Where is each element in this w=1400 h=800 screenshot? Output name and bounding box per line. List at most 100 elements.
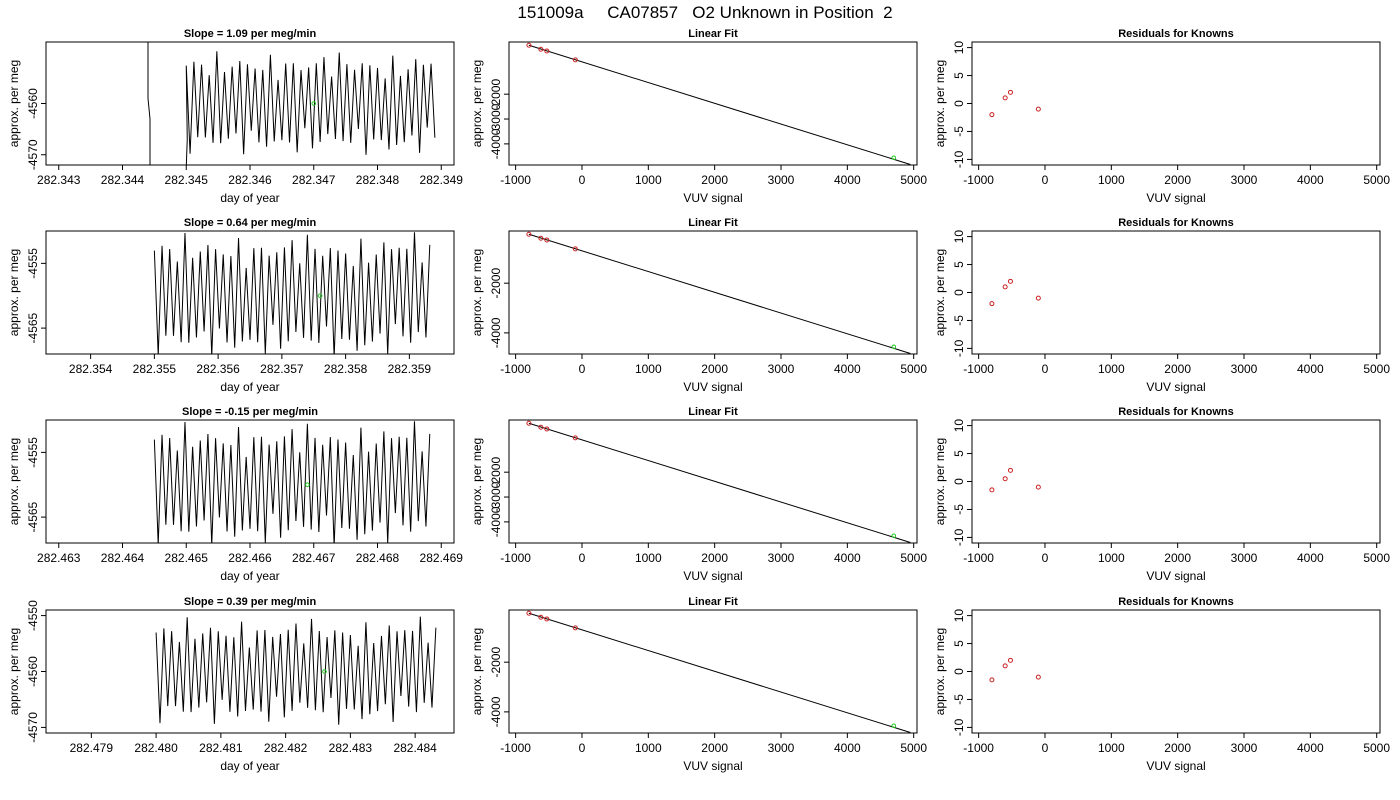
y-axis-label: approx. per meg: [470, 60, 484, 147]
y-tick-label: -10: [952, 718, 966, 736]
x-tick-label: 282.358: [324, 362, 368, 376]
x-tick-label: 1000: [635, 551, 662, 565]
panel-title: Residuals for Knowns: [1118, 406, 1234, 418]
panel-title: Residuals for Knowns: [1118, 596, 1234, 608]
y-tick-label: 0: [952, 478, 966, 485]
x-tick-label: 4000: [834, 551, 861, 565]
residual-point: [1007, 89, 1013, 95]
y-tick-label: -4560: [26, 656, 40, 687]
panel-title: Linear Fit: [688, 28, 738, 40]
unknown-point: [891, 723, 897, 729]
plot-frame: [971, 41, 1381, 166]
y-axis-label: approx. per meg: [933, 249, 947, 336]
chart-panel-12: Residuals for Knowns -1000 0 1000 2000 3000 40…: [933, 596, 1390, 773]
data-series-line: [155, 616, 437, 725]
x-tick-label: 0: [579, 362, 586, 376]
x-tick-label: 2000: [1164, 173, 1191, 187]
x-tick-label: 1000: [1098, 362, 1125, 376]
x-axis-label: day of year: [220, 380, 279, 394]
y-tick-label: 0: [952, 289, 966, 296]
plot-frame: [508, 230, 918, 355]
x-tick-label: -1000: [963, 741, 994, 755]
x-tick-label: 282.344: [101, 173, 145, 187]
plot-area: [153, 421, 431, 543]
known-point: [526, 231, 532, 237]
x-tick-label: 4000: [1297, 173, 1324, 187]
residual-point: [1035, 106, 1041, 112]
x-tick-label: 5000: [1363, 551, 1390, 565]
known-point: [572, 57, 578, 63]
x-tick-label: 282.468: [356, 551, 400, 565]
y-tick-label: -4550: [26, 600, 40, 631]
y-tick-label: -4570: [26, 139, 40, 170]
x-tick-label: 1000: [635, 362, 662, 376]
y-tick-label: -10: [952, 150, 966, 168]
x-axis-label: VUV signal: [683, 191, 742, 205]
x-tick-label: 2000: [701, 362, 728, 376]
y-tick-label: -5: [952, 126, 966, 137]
plot-area: [153, 232, 431, 354]
y-tick-label: -3000: [489, 103, 503, 134]
plot-frame: [45, 230, 455, 355]
x-tick-label: 4000: [834, 173, 861, 187]
x-tick-label: 0: [1042, 741, 1049, 755]
plot-frame: [971, 230, 1381, 355]
data-series-line: [153, 421, 431, 543]
y-tick-label: 0: [952, 100, 966, 107]
x-tick-label: -1000: [963, 551, 994, 565]
chart-panel-11: Linear Fit -1000 0 1000 2000 3000 4000 5000 -200…: [470, 596, 927, 773]
x-tick-label: -1000: [500, 741, 531, 755]
x-tick-label: 282.469: [420, 551, 464, 565]
y-axis-label: approx. per meg: [933, 628, 947, 715]
known-point: [538, 235, 544, 241]
chart-panel-3: Residuals for Knowns -1000 0 1000 2000 3000 40…: [933, 28, 1390, 205]
x-tick-label: 2000: [1164, 362, 1191, 376]
y-tick-label: 0: [952, 668, 966, 675]
panel-title: Residuals for Knowns: [1118, 217, 1234, 229]
chart-panel-8: Linear Fit -1000 0 1000 2000 3000 4000 5000 -200…: [470, 406, 927, 583]
y-tick-label: -5: [952, 694, 966, 705]
y-tick-label: 5: [952, 261, 966, 268]
x-tick-label: 282.464: [101, 551, 145, 565]
plot-area: [526, 610, 911, 733]
chart-panel-9: Residuals for Knowns -1000 0 1000 2000 3000 40…: [933, 406, 1390, 583]
y-tick-label: 5: [952, 450, 966, 457]
x-tick-label: 3000: [1231, 741, 1258, 755]
y-tick-label: -4000: [489, 506, 503, 537]
known-point: [526, 420, 532, 426]
x-tick-label: 1000: [1098, 173, 1125, 187]
x-tick-label: 282.345: [165, 173, 209, 187]
y-tick-label: -5: [952, 504, 966, 515]
y-tick-label: 10: [952, 609, 966, 623]
y-tick-label: 10: [952, 230, 966, 244]
x-tick-label: 1000: [635, 173, 662, 187]
panel-title: Linear Fit: [688, 406, 738, 418]
x-tick-label: 282.484: [393, 741, 437, 755]
residual-point: [1002, 476, 1008, 482]
x-axis-label: VUV signal: [683, 380, 742, 394]
y-tick-label: 10: [952, 419, 966, 433]
y-tick-label: 5: [952, 72, 966, 79]
known-point: [538, 614, 544, 620]
y-tick-label: -2000: [489, 268, 503, 299]
y-axis-label: approx. per meg: [933, 60, 947, 147]
x-tick-label: 282.348: [356, 173, 400, 187]
chart-panel-2: Linear Fit -1000 0 1000 2000 3000 4000 5000 -200…: [470, 28, 927, 205]
x-tick-label: 282.479: [70, 741, 114, 755]
x-tick-label: 2000: [701, 173, 728, 187]
y-tick-label: -10: [952, 339, 966, 357]
x-tick-label: 282.343: [37, 173, 81, 187]
x-tick-label: 4000: [834, 362, 861, 376]
y-tick-label: -3000: [489, 481, 503, 512]
known-point: [544, 48, 550, 54]
plot-area: [989, 657, 1041, 683]
plot-area: [526, 420, 911, 543]
chart-panel-6: Residuals for Knowns -1000 0 1000 2000 3000 40…: [933, 217, 1390, 394]
x-tick-label: 4000: [1297, 551, 1324, 565]
x-tick-label: 0: [1042, 173, 1049, 187]
x-tick-label: 0: [1042, 362, 1049, 376]
panels: Slope = 1.09 per meg/min 282.343 282.344 28…: [7, 28, 1390, 773]
panel-title: Slope = 0.39 per meg/min: [184, 596, 317, 608]
y-tick-label: -4565: [26, 312, 40, 343]
x-tick-label: 3000: [768, 362, 795, 376]
